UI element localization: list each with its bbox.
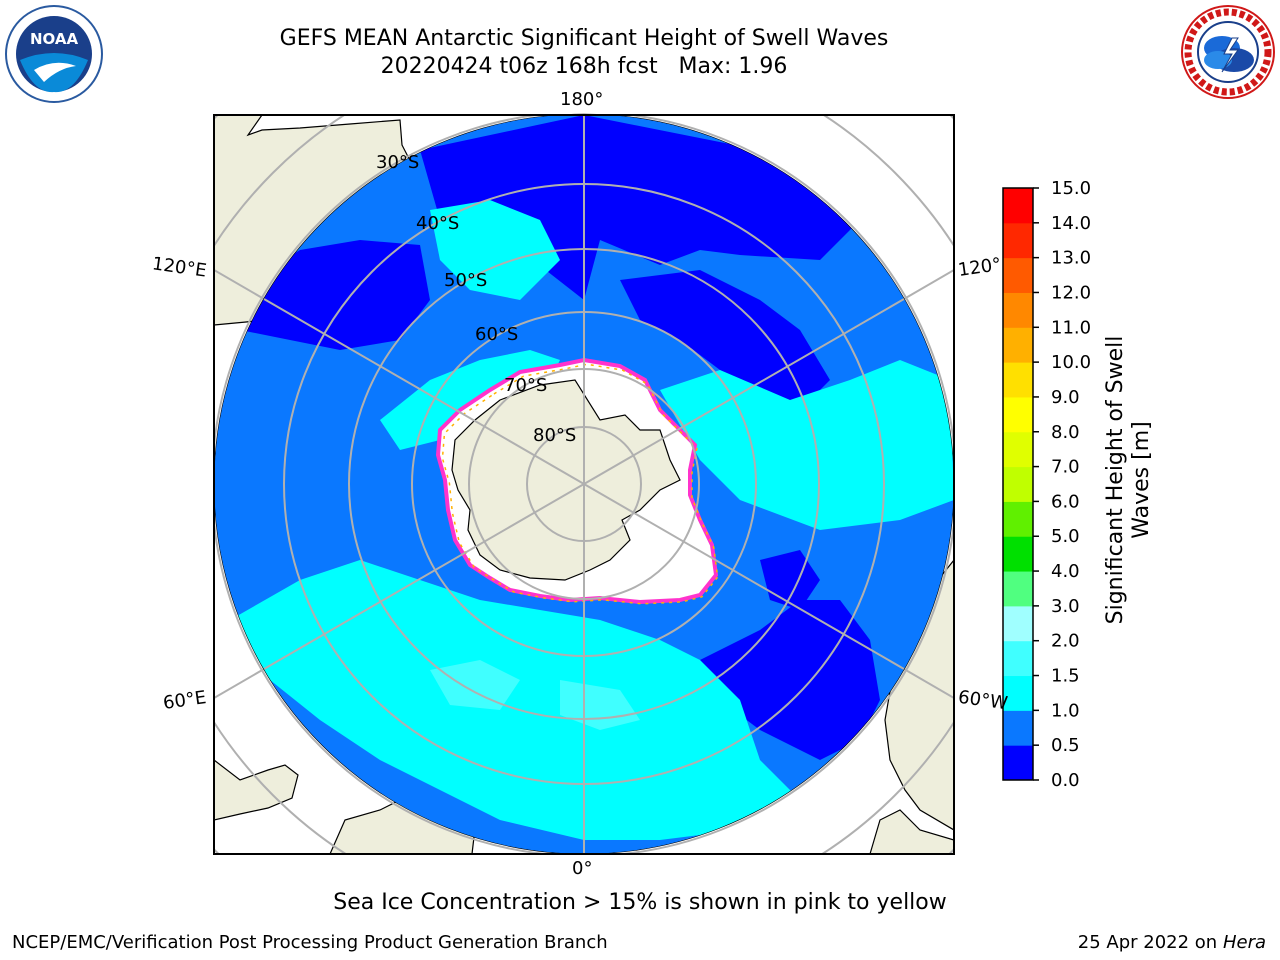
colorbar-swatch	[1003, 745, 1033, 781]
lat-label-50s: 50°S	[444, 270, 488, 291]
lat-label-40s: 40°S	[416, 213, 460, 234]
colorbar-swatch	[1003, 327, 1033, 363]
colorbar-swatch	[1003, 188, 1033, 224]
colorbar-swatch	[1003, 571, 1033, 607]
colorbar-swatch	[1003, 431, 1033, 468]
colorbar-tick-label: 0.5	[1051, 735, 1080, 756]
colorbar-label-line2: Waves [m]	[1129, 421, 1154, 538]
colorbar-tick-label: 2.0	[1051, 631, 1080, 652]
colorbar-swatch	[1003, 710, 1033, 746]
graticule	[263, 115, 905, 854]
map-subtitle: 20220424 t06z 168h fcst Max: 1.96	[380, 54, 788, 79]
colorbar-tick-label: 7.0	[1051, 457, 1080, 478]
colorbar-swatch	[1003, 640, 1033, 677]
noaa-logo-text: NOAA	[30, 30, 79, 48]
colorbar-swatch	[1003, 362, 1033, 398]
colorbar-tick-label: 6.0	[1051, 491, 1080, 512]
colorbar-tick-label: 12.0	[1051, 282, 1091, 303]
colorbar-swatch	[1003, 222, 1033, 259]
colorbar-tick-label: 10.0	[1051, 352, 1091, 373]
colorbar-tick-label: 8.0	[1051, 422, 1080, 443]
sea-ice-note: Sea Ice Concentration > 15% is shown in …	[333, 890, 947, 915]
footer-host: Hera	[1222, 932, 1266, 953]
colorbar-tick-label: 9.0	[1051, 387, 1080, 408]
lat-label-30s: 30°S	[376, 152, 420, 173]
colorbar-tick-label: 5.0	[1051, 526, 1080, 547]
colorbar-label-line1: Significant Height of Swell	[1103, 336, 1128, 625]
colorbar-label: Significant Height of Swell Waves [m]	[1103, 336, 1154, 625]
colorbar: 0.0 0.5 1.0 1.5 2.0 3.0 4.0 5.0 6.0 7.0 8.0 9.0 10.0…	[1002, 178, 1091, 791]
footer-date-text: 25 Apr 2022 on	[1077, 932, 1223, 953]
colorbar-swatch	[1003, 292, 1033, 328]
colorbar-swatch	[1003, 466, 1033, 502]
colorbar-swatch	[1003, 501, 1033, 537]
footer-credit: NCEP/EMC/Verification Post Processing Pr…	[12, 932, 608, 953]
colorbar-tick-label: 11.0	[1051, 317, 1091, 338]
lat-label-80s: 80°S	[533, 425, 577, 446]
lat-label-60s: 60°S	[475, 324, 519, 345]
noaa-logo: NOAA	[5, 5, 103, 103]
colorbar-tick-label: 1.5	[1051, 666, 1080, 687]
nws-logo	[1181, 5, 1275, 99]
lon-label-180: 180°	[560, 89, 604, 110]
colorbar-tick-label: 3.0	[1051, 596, 1080, 617]
colorbar-swatch	[1003, 605, 1033, 642]
colorbar-tick-label: 15.0	[1051, 178, 1091, 199]
colorbar-swatch	[1003, 257, 1033, 293]
colorbar-tick-label: 13.0	[1051, 248, 1091, 269]
colorbar-tick-label: 0.0	[1051, 770, 1080, 791]
colorbar-swatch	[1003, 536, 1033, 572]
land-outside-disc	[214, 115, 954, 854]
lat-label-70s: 70°S	[504, 375, 548, 396]
footer-date: 25 Apr 2022 on Hera	[1078, 932, 1266, 953]
colorbar-tick-label: 1.0	[1051, 700, 1080, 721]
lon-label-0: 0°	[572, 858, 593, 879]
colorbar-tick-label: 4.0	[1051, 561, 1080, 582]
colorbar-swatch	[1003, 396, 1033, 433]
colorbar-tick-label: 14.0	[1051, 213, 1091, 234]
colorbar-swatch	[1003, 675, 1033, 711]
map-title: GEFS MEAN Antarctic Significant Height o…	[279, 26, 889, 51]
